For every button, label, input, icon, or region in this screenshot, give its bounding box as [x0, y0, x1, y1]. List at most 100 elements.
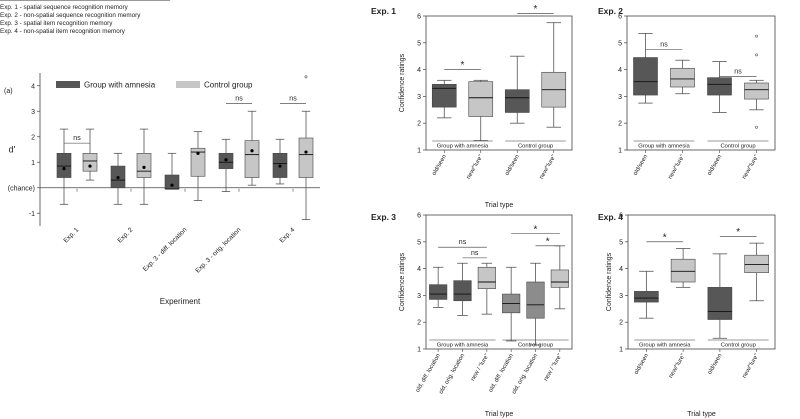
- exp1-sig-label: *: [461, 60, 465, 71]
- exp1-plot-frame: [425, 15, 573, 151]
- exp2-box-2-box: [707, 77, 732, 96]
- a-control-2-mean: [196, 151, 200, 155]
- exp2-x-tick-label: old/seen: [633, 154, 650, 177]
- a-sig-label: ns: [73, 135, 81, 142]
- exp1-sig-label: *: [534, 4, 538, 15]
- chart-exp3: Exp. 3 1 2 3 4 5 6 Confidence ratings old, diff.…: [371, 212, 573, 418]
- exp2-sig-label: ns: [660, 42, 668, 49]
- a-x-tick-label: Exp. 4: [278, 226, 296, 244]
- legend-exp2: Exp. 2 - non-spatial sequence recognitio…: [0, 12, 141, 19]
- exp3-box-2-box: [477, 266, 496, 290]
- exp4-x-tick-label: old/seen: [707, 353, 724, 376]
- a-amnesia-1-mean: [116, 175, 120, 180]
- exp2-box-3-outlier-0: [755, 34, 758, 38]
- exp2-box-0-box: [633, 57, 658, 96]
- a-y-tick-label: -1: [29, 211, 35, 218]
- panel-a-label: (a): [4, 88, 13, 95]
- exp3-y-tick-label: 5: [417, 239, 421, 246]
- a-amnesia-0-mean: [62, 167, 66, 171]
- a-x-tick-label: Exp. 1: [62, 226, 80, 244]
- a-y-axis-label: d': [9, 145, 16, 155]
- exp1-x-tick-label: old/seen: [431, 154, 448, 177]
- experiment-legend: Exp. 1 - spatial sequence recognition me…: [0, 0, 175, 36]
- exp3-group-label: Group with amnesia: [437, 343, 489, 349]
- exp1-group-label: Group with amnesia: [437, 144, 489, 150]
- exp1-y-tick-label: 1: [417, 148, 421, 155]
- a-amnesia-0-box: [56, 153, 72, 178]
- chart-exp1: Exp. 1 1 2 3 4 5 6 Confidence ratings old/seen ne…: [371, 4, 573, 209]
- exp1-box-0-box: [431, 84, 457, 108]
- a-x-tick-label: Exp. 3 - orig. location: [194, 226, 242, 274]
- exp2-box-3-outlier-2: [755, 125, 758, 129]
- exp1-y-tick-label: 3: [417, 94, 421, 101]
- exp2-box-3-outlier-1: [755, 53, 758, 57]
- exp1-y-tick-label: 2: [417, 121, 421, 128]
- exp4-group-label: Group with amnesia: [639, 343, 691, 349]
- exp4-y-tick-label: 5: [619, 239, 623, 246]
- a-amnesia-4-mean: [278, 164, 282, 168]
- exp4-y-tick-label: 4: [619, 266, 623, 273]
- exp3-x-axis-label: Trial type: [485, 411, 514, 418]
- a-control-4-outlier-0: [304, 75, 308, 79]
- exp1-x-tick-label: new/"lure": [539, 154, 558, 180]
- a-y-tick-label: (chance): [8, 185, 35, 192]
- a-amnesia-2-mean: [170, 183, 174, 187]
- exp4-y-tick-label: 1: [619, 347, 623, 354]
- exp3-plot-frame: [425, 214, 573, 350]
- exp4-sig-label: *: [736, 227, 740, 238]
- a-amnesia-2-box: [164, 174, 180, 190]
- exp3-sig-label: *: [534, 224, 538, 235]
- exp2-title: Exp. 2: [598, 6, 623, 16]
- a-x-axis-label: Experiment: [160, 297, 201, 306]
- exp1-y-tick-label: 4: [417, 67, 421, 74]
- exp4-x-tick-label: old/seen: [634, 353, 651, 376]
- exp4-x-axis-label: Trial type: [687, 411, 716, 418]
- exp3-x-tick-label: new / "lure": [470, 353, 490, 382]
- exp1-x-tick-label: old/seen: [504, 154, 521, 177]
- exp2-x-tick-label: new/"lure": [668, 154, 687, 180]
- exp3-y-tick-label: 3: [417, 293, 421, 300]
- exp1-x-tick-label: new/"lure": [466, 154, 485, 180]
- exp1-y-tick-label: 6: [417, 14, 421, 21]
- exp1-group-label: Control group: [518, 144, 553, 150]
- exp2-y-tick-label: 4: [618, 67, 622, 74]
- exp2-y-tick-label: 5: [618, 40, 622, 47]
- a-control-0-box: [82, 153, 98, 172]
- a-y-tick-label: 2: [31, 134, 35, 141]
- a-legend-swatch-amnesia: [56, 81, 80, 88]
- exp3-x-tick-label: old, orig. location: [438, 353, 466, 395]
- exp4-title: Exp. 4: [598, 212, 623, 222]
- exp4-box-2-box: [707, 287, 733, 320]
- exp2-box-3-box: [744, 82, 769, 100]
- a-control-4-box: [298, 137, 314, 178]
- exp3-x-tick-label: old, diff. location: [488, 353, 515, 393]
- exp4-box-1-box: [670, 258, 696, 283]
- exp3-sig-label: *: [546, 236, 550, 247]
- chart-a-dprime: -1 (chance) 1 2 3 4 d' Exp. 1 Exp. 2 Exp. 3 - dif…: [8, 73, 320, 306]
- a-x-tick-label: Exp. 3 - diff. location: [142, 226, 189, 273]
- exp1-box-2-box: [504, 89, 530, 113]
- a-sig-label: ns: [235, 96, 243, 103]
- exp2-group-label: Group with amnesia: [638, 144, 690, 150]
- exp1-x-axis-label: Trial type: [485, 202, 514, 209]
- exp2-y-tick-label: 6: [618, 14, 622, 21]
- exp2-x-tick-label: old/seen: [707, 154, 724, 177]
- exp3-box-0-box: [429, 284, 448, 300]
- legend-exp1: Exp. 1 - spatial sequence recognition me…: [0, 4, 128, 11]
- exp2-y-tick-label: 3: [618, 94, 622, 101]
- a-control-2-box: [190, 147, 206, 177]
- exp4-y-tick-label: 2: [619, 320, 623, 327]
- exp3-x-tick-label: new / "lure": [543, 353, 563, 382]
- legend-exp3: Exp. 3 - spatial item recognition memory: [0, 20, 113, 27]
- a-y-tick-label: 4: [31, 83, 35, 90]
- exp3-x-tick-label: old, diff. location: [415, 353, 442, 393]
- exp1-y-axis-label: Confidence ratings: [399, 53, 406, 112]
- exp3-box-4-box: [526, 281, 545, 319]
- exp3-sig-label: ns: [459, 239, 467, 246]
- a-legend-label-amnesia: Group with amnesia: [84, 81, 156, 90]
- exp3-y-tick-label: 2: [417, 320, 421, 327]
- exp1-box-1-box: [468, 81, 494, 117]
- exp2-plot-frame: [626, 15, 776, 151]
- exp4-box-0-box: [634, 291, 659, 303]
